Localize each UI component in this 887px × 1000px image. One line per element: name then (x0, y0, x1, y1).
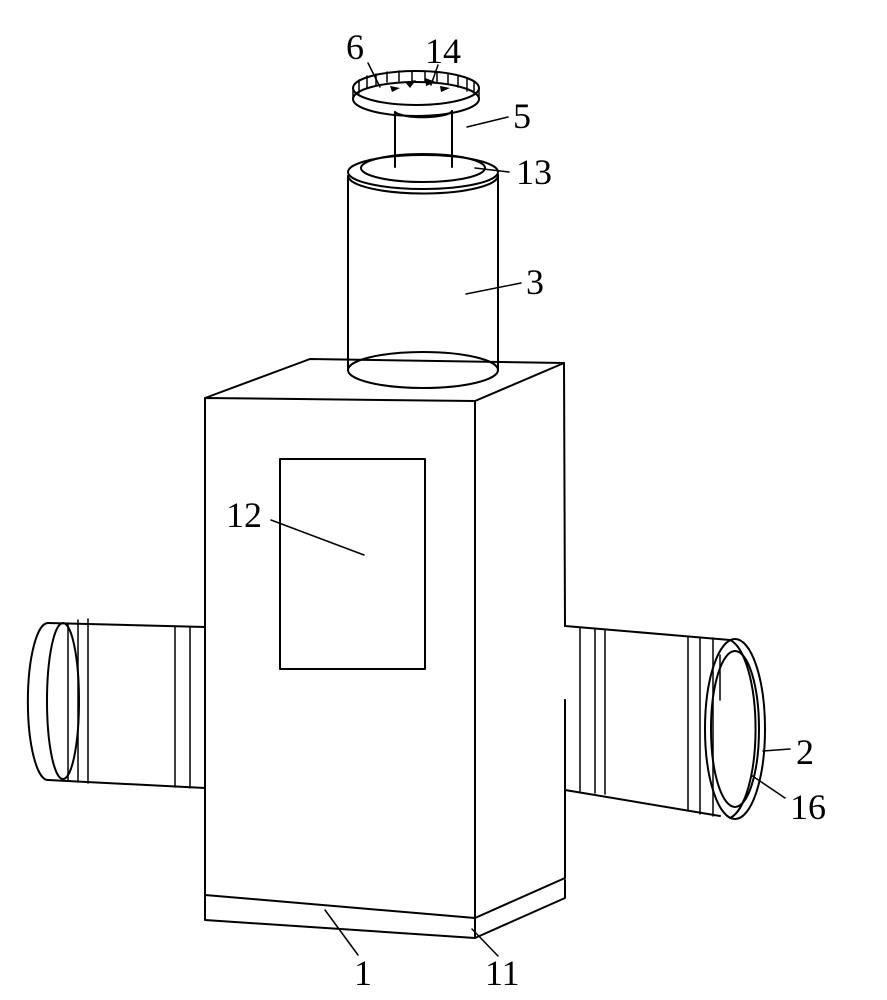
label-12: 12 (226, 494, 262, 536)
body-front-face (205, 398, 475, 918)
left-pipe (28, 619, 205, 788)
cylinder-base-ellipse (348, 352, 498, 388)
label-2: 2 (796, 731, 814, 773)
knob-base (353, 82, 479, 116)
label-11: 11 (485, 952, 520, 994)
technical-diagram (0, 0, 887, 1000)
right-pipe (565, 626, 765, 819)
cylinder-inner-rim (361, 154, 485, 182)
body-top-face (205, 359, 564, 401)
pipe-inner-ring-16 (711, 651, 759, 807)
label-3: 3 (526, 261, 544, 303)
body-right-edge-upper (564, 363, 565, 626)
label-1: 1 (354, 952, 372, 994)
knob-top (353, 71, 479, 105)
label-6: 6 (346, 26, 364, 68)
front-panel (280, 459, 425, 669)
label-14: 14 (425, 30, 461, 72)
base-plate (205, 880, 565, 938)
label-5: 5 (513, 95, 531, 137)
body-right-edge-lower (475, 700, 565, 918)
label-13: 13 (516, 151, 552, 193)
label-16: 16 (790, 786, 826, 828)
